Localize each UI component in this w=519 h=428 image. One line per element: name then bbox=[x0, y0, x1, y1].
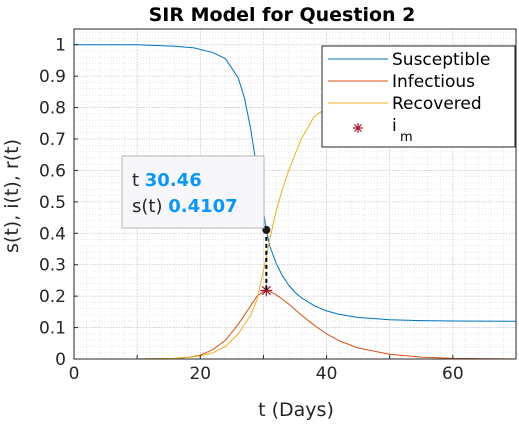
datatip-layer[interactable]: t 30.46 s(t) 0.4107 bbox=[121, 155, 271, 291]
chart-title: SIR Model for Question 2 bbox=[149, 4, 416, 26]
legend-label-susceptible: Susceptible bbox=[392, 50, 490, 70]
x-axis-label: t (Days) bbox=[258, 399, 334, 421]
y-tick-label: 1 bbox=[55, 36, 66, 56]
legend-box bbox=[321, 45, 516, 148]
y-tick-label: 0.1 bbox=[39, 319, 66, 339]
datatip-x-label: t bbox=[132, 170, 145, 191]
y-tick-label: 0.2 bbox=[39, 287, 66, 307]
y-tick-label: 0.6 bbox=[39, 161, 66, 181]
x-tick-label: 20 bbox=[189, 364, 211, 384]
legend-label-recovered: Recovered bbox=[392, 94, 482, 114]
susceptible-line bbox=[74, 44, 517, 322]
datatip-y-value: 0.4107 bbox=[168, 196, 237, 217]
plot-frame bbox=[73, 28, 517, 360]
legend[interactable]: Susceptible Infectious Recovered i m bbox=[321, 45, 516, 148]
datatip-box[interactable] bbox=[121, 155, 265, 229]
y-tick-label: 0.8 bbox=[39, 99, 66, 119]
x-tick-label: 0 bbox=[69, 364, 80, 384]
datatip-row-x: t 30.46 bbox=[132, 170, 202, 191]
y-tick-label: 0.3 bbox=[39, 256, 66, 276]
legend-label-im: i bbox=[392, 116, 397, 136]
legend-marker-im bbox=[353, 123, 363, 133]
ticks-layer: 0 20 40 60 0 0.1 0.2 0.3 0.4 0.5 0.6 0.7 0.8 0.9 1 bbox=[39, 36, 517, 384]
y-tick-label: 0.4 bbox=[39, 224, 66, 244]
datatip-y-label: s(t) bbox=[132, 196, 168, 217]
datatip-row-y: s(t) 0.4107 bbox=[132, 196, 238, 217]
x-tick-label: 60 bbox=[442, 364, 464, 384]
x-tick-label: 40 bbox=[316, 364, 338, 384]
datatip-x-value: 30.46 bbox=[145, 170, 202, 191]
legend-label-im-subscript: m bbox=[400, 130, 413, 145]
y-tick-label: 0.9 bbox=[39, 67, 66, 87]
y-axis-label: s(t), i(t), r(t) bbox=[1, 139, 23, 253]
y-tick-label: 0.7 bbox=[39, 130, 66, 150]
y-tick-label: 0 bbox=[55, 350, 66, 370]
y-tick-label: 0.5 bbox=[39, 193, 66, 213]
legend-label-infectious: Infectious bbox=[392, 72, 475, 92]
